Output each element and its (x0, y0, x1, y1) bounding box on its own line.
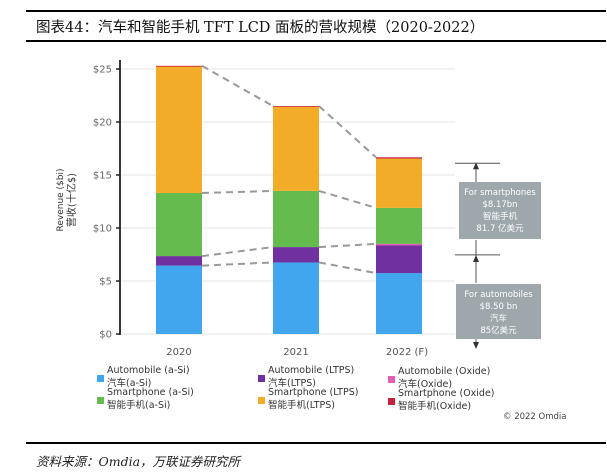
bar-segment (273, 190, 319, 248)
connector-line (201, 246, 274, 258)
bar-segment (273, 262, 319, 334)
connector-line (318, 242, 377, 249)
legend-item: Smartphone (LTPS)智能手机(LTPS) (258, 387, 358, 411)
connector-line (318, 105, 377, 159)
copyright: © 2022 Omdia (503, 412, 567, 422)
legend-label: Automobile (LTPS) (268, 365, 354, 376)
bar-segment (156, 65, 202, 67)
bar-segment (273, 247, 319, 263)
annotation-text: 智能手机 (483, 211, 518, 222)
annotation-text: For automobiles (464, 290, 533, 300)
bar-segment (376, 158, 422, 208)
legend-item: Automobile (LTPS)汽车(LTPS) (258, 365, 354, 389)
bar-segment (273, 106, 319, 191)
legend-item: Automobile (a-Si)汽车(a-Si) (97, 365, 190, 389)
legend-swatch (97, 375, 104, 382)
legend-label-cn: 汽车(a-Si) (107, 377, 151, 389)
title-underline (26, 40, 606, 42)
source-note: 资料来源：Omdia，万联证券研究所 (36, 454, 241, 469)
annotation-text: 81.7 亿美元 (476, 223, 524, 234)
legend-label-cn: 智能手机(Oxide) (398, 400, 471, 412)
bar-segment (376, 273, 422, 334)
bar-segment (273, 106, 319, 107)
legend-label: Smartphone (Oxide) (398, 388, 495, 399)
legend-item: Smartphone (Oxide)智能手机(Oxide) (388, 388, 495, 412)
arrow-down-icon (473, 342, 479, 349)
arrow-up-icon (473, 255, 479, 262)
legend-item: Smartphone (a-Si)智能手机(a-Si) (97, 387, 194, 411)
annotation-text: 85亿美元 (480, 325, 517, 336)
x-tick-label: 2020 (166, 347, 191, 358)
y-tick-label: $0 (99, 330, 112, 341)
chart: $0 $5 $10 $15 $20 $25 2020 2021 2022 (F) For sm… (56, 60, 541, 412)
bar-segment (376, 245, 422, 274)
legend: Automobile (a-Si)汽车(a-Si)Smartphone (a-S… (97, 365, 495, 412)
connector-line (201, 64, 274, 107)
bar-segment (376, 207, 422, 244)
legend-label: Automobile (Oxide) (398, 366, 490, 377)
legend-swatch (97, 397, 104, 404)
bar-segment (156, 265, 202, 334)
annotation-text: $8.17bn (482, 200, 517, 210)
connector-lines (201, 64, 377, 275)
figure-title: 图表44：汽车和智能手机 TFT LCD 面板的营收规模（2020-2022） (36, 20, 485, 36)
legend-label-cn: 汽车(Oxide) (398, 378, 452, 390)
y-tick-label: $5 (99, 277, 112, 288)
y-axis-label-cn: 营收(十亿$) (65, 173, 78, 227)
connector-line (318, 261, 377, 275)
top-rule (26, 10, 606, 12)
legend-label-cn: 智能手机(LTPS) (268, 399, 335, 411)
legend-swatch (388, 376, 395, 383)
annotation-bg (459, 182, 541, 239)
legend-swatch (258, 397, 265, 404)
annotation-text: $8.50 bn (480, 302, 518, 312)
y-tick-label: $15 (93, 171, 112, 182)
x-tick-label: 2021 (283, 347, 308, 358)
annotation-text: For smartphones (464, 188, 536, 198)
annotation-text: 汽车 (490, 313, 507, 324)
y-tick-label: $25 (93, 65, 112, 76)
bar-segment (156, 193, 202, 257)
y-axis-label: Revenue ($bi) (56, 168, 66, 231)
bar-segment (376, 243, 422, 246)
y-tick-label: $10 (93, 224, 112, 235)
connector-line (201, 261, 274, 267)
bar-segment (156, 66, 202, 194)
x-axis: 2020 2021 2022 (F) (166, 347, 428, 358)
legend-label: Automobile (a-Si) (107, 365, 190, 376)
legend-swatch (388, 398, 395, 405)
legend-label: Smartphone (LTPS) (268, 387, 358, 398)
legend-label-cn: 智能手机(a-Si) (107, 399, 170, 411)
legend-label: Smartphone (a-Si) (107, 387, 194, 398)
bar-segment (156, 256, 202, 266)
bar-segment (376, 157, 422, 159)
legend-label-cn: 汽车(LTPS) (268, 377, 316, 389)
connector-line (201, 189, 274, 195)
connector-line (318, 189, 377, 209)
y-tick-label: $20 (93, 118, 112, 129)
x-tick-label: 2022 (F) (386, 347, 428, 358)
annotation-bg (456, 284, 541, 339)
bars (156, 65, 422, 334)
y-axis: $0 $5 $10 $15 $20 $25 (93, 60, 121, 341)
legend-item: Automobile (Oxide)汽车(Oxide) (388, 366, 490, 390)
legend-swatch (258, 375, 265, 382)
arrow-up-icon (473, 162, 479, 170)
source-rule (26, 442, 606, 444)
